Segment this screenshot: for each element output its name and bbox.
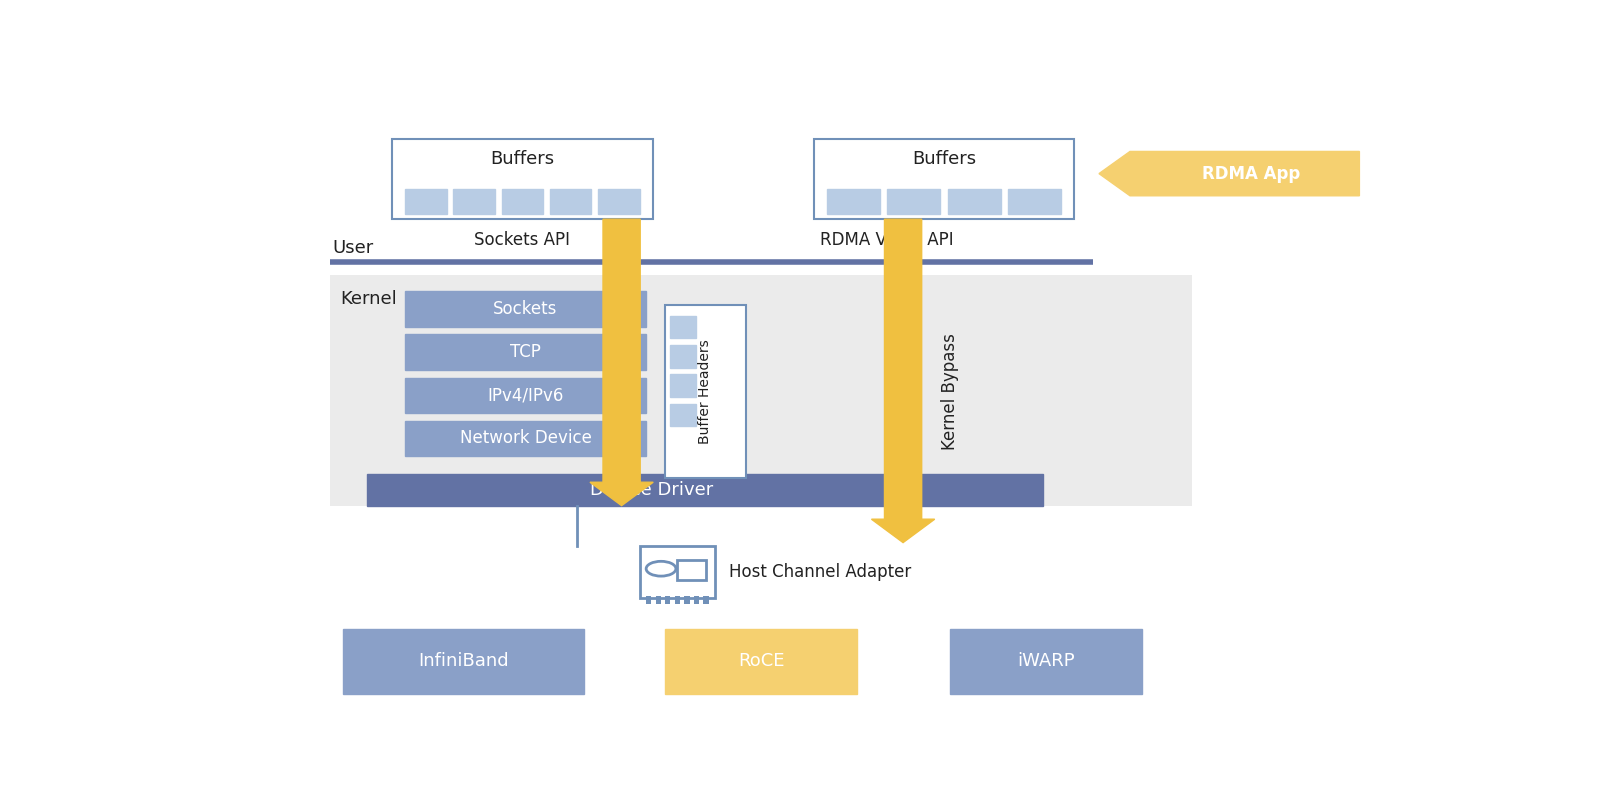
FancyArrow shape [872,219,934,542]
Text: IPv4/IPv6: IPv4/IPv6 [488,386,563,404]
Bar [405,189,446,214]
Bar [950,629,1142,694]
Text: Sockets: Sockets [493,300,558,318]
Polygon shape [1099,151,1360,196]
Bar [666,306,746,478]
Bar [550,189,592,214]
Bar [677,560,706,580]
Bar [694,596,699,603]
Bar [704,596,709,603]
Bar [640,546,715,598]
Bar [405,378,646,414]
Text: InfiniBand: InfiniBand [418,652,509,670]
Text: Buffers: Buffers [912,150,976,168]
Bar [330,274,1192,506]
Text: Kernel: Kernel [341,290,397,308]
Text: Device Driver: Device Driver [590,481,714,498]
Bar [501,189,544,214]
Bar [888,189,941,214]
Bar [453,189,494,214]
Text: iWARP: iWARP [1018,652,1075,670]
Circle shape [646,562,675,576]
Text: TCP: TCP [510,343,541,362]
Bar [670,374,696,397]
Text: RoCE: RoCE [738,652,784,670]
Text: Buffers: Buffers [490,150,555,168]
Bar [670,316,696,338]
Text: RDMA Verbs API: RDMA Verbs API [819,230,954,249]
Bar [1008,189,1061,214]
Bar [685,596,690,603]
Bar [670,345,696,367]
Bar [405,291,646,327]
Bar [666,596,670,603]
Bar [598,189,640,214]
Text: Host Channel Adapter: Host Channel Adapter [730,563,912,581]
Bar [656,596,661,603]
Bar [405,421,646,456]
Text: RDMA App: RDMA App [1202,165,1301,182]
Bar [405,334,646,370]
Bar [646,596,651,603]
Text: Kernel Bypass: Kernel Bypass [941,334,958,450]
Bar [666,629,858,694]
Text: Buffer Headers: Buffer Headers [698,339,712,444]
Text: Network Device: Network Device [459,430,592,447]
Bar [392,139,653,219]
Bar [368,474,1043,506]
Bar [675,596,680,603]
Bar [670,404,696,426]
Bar [342,629,584,694]
Bar [827,189,880,214]
Text: User: User [333,239,374,258]
Bar [947,189,1000,214]
Text: Sockets API: Sockets API [475,230,571,249]
Bar [814,139,1074,219]
FancyArrow shape [590,219,653,506]
